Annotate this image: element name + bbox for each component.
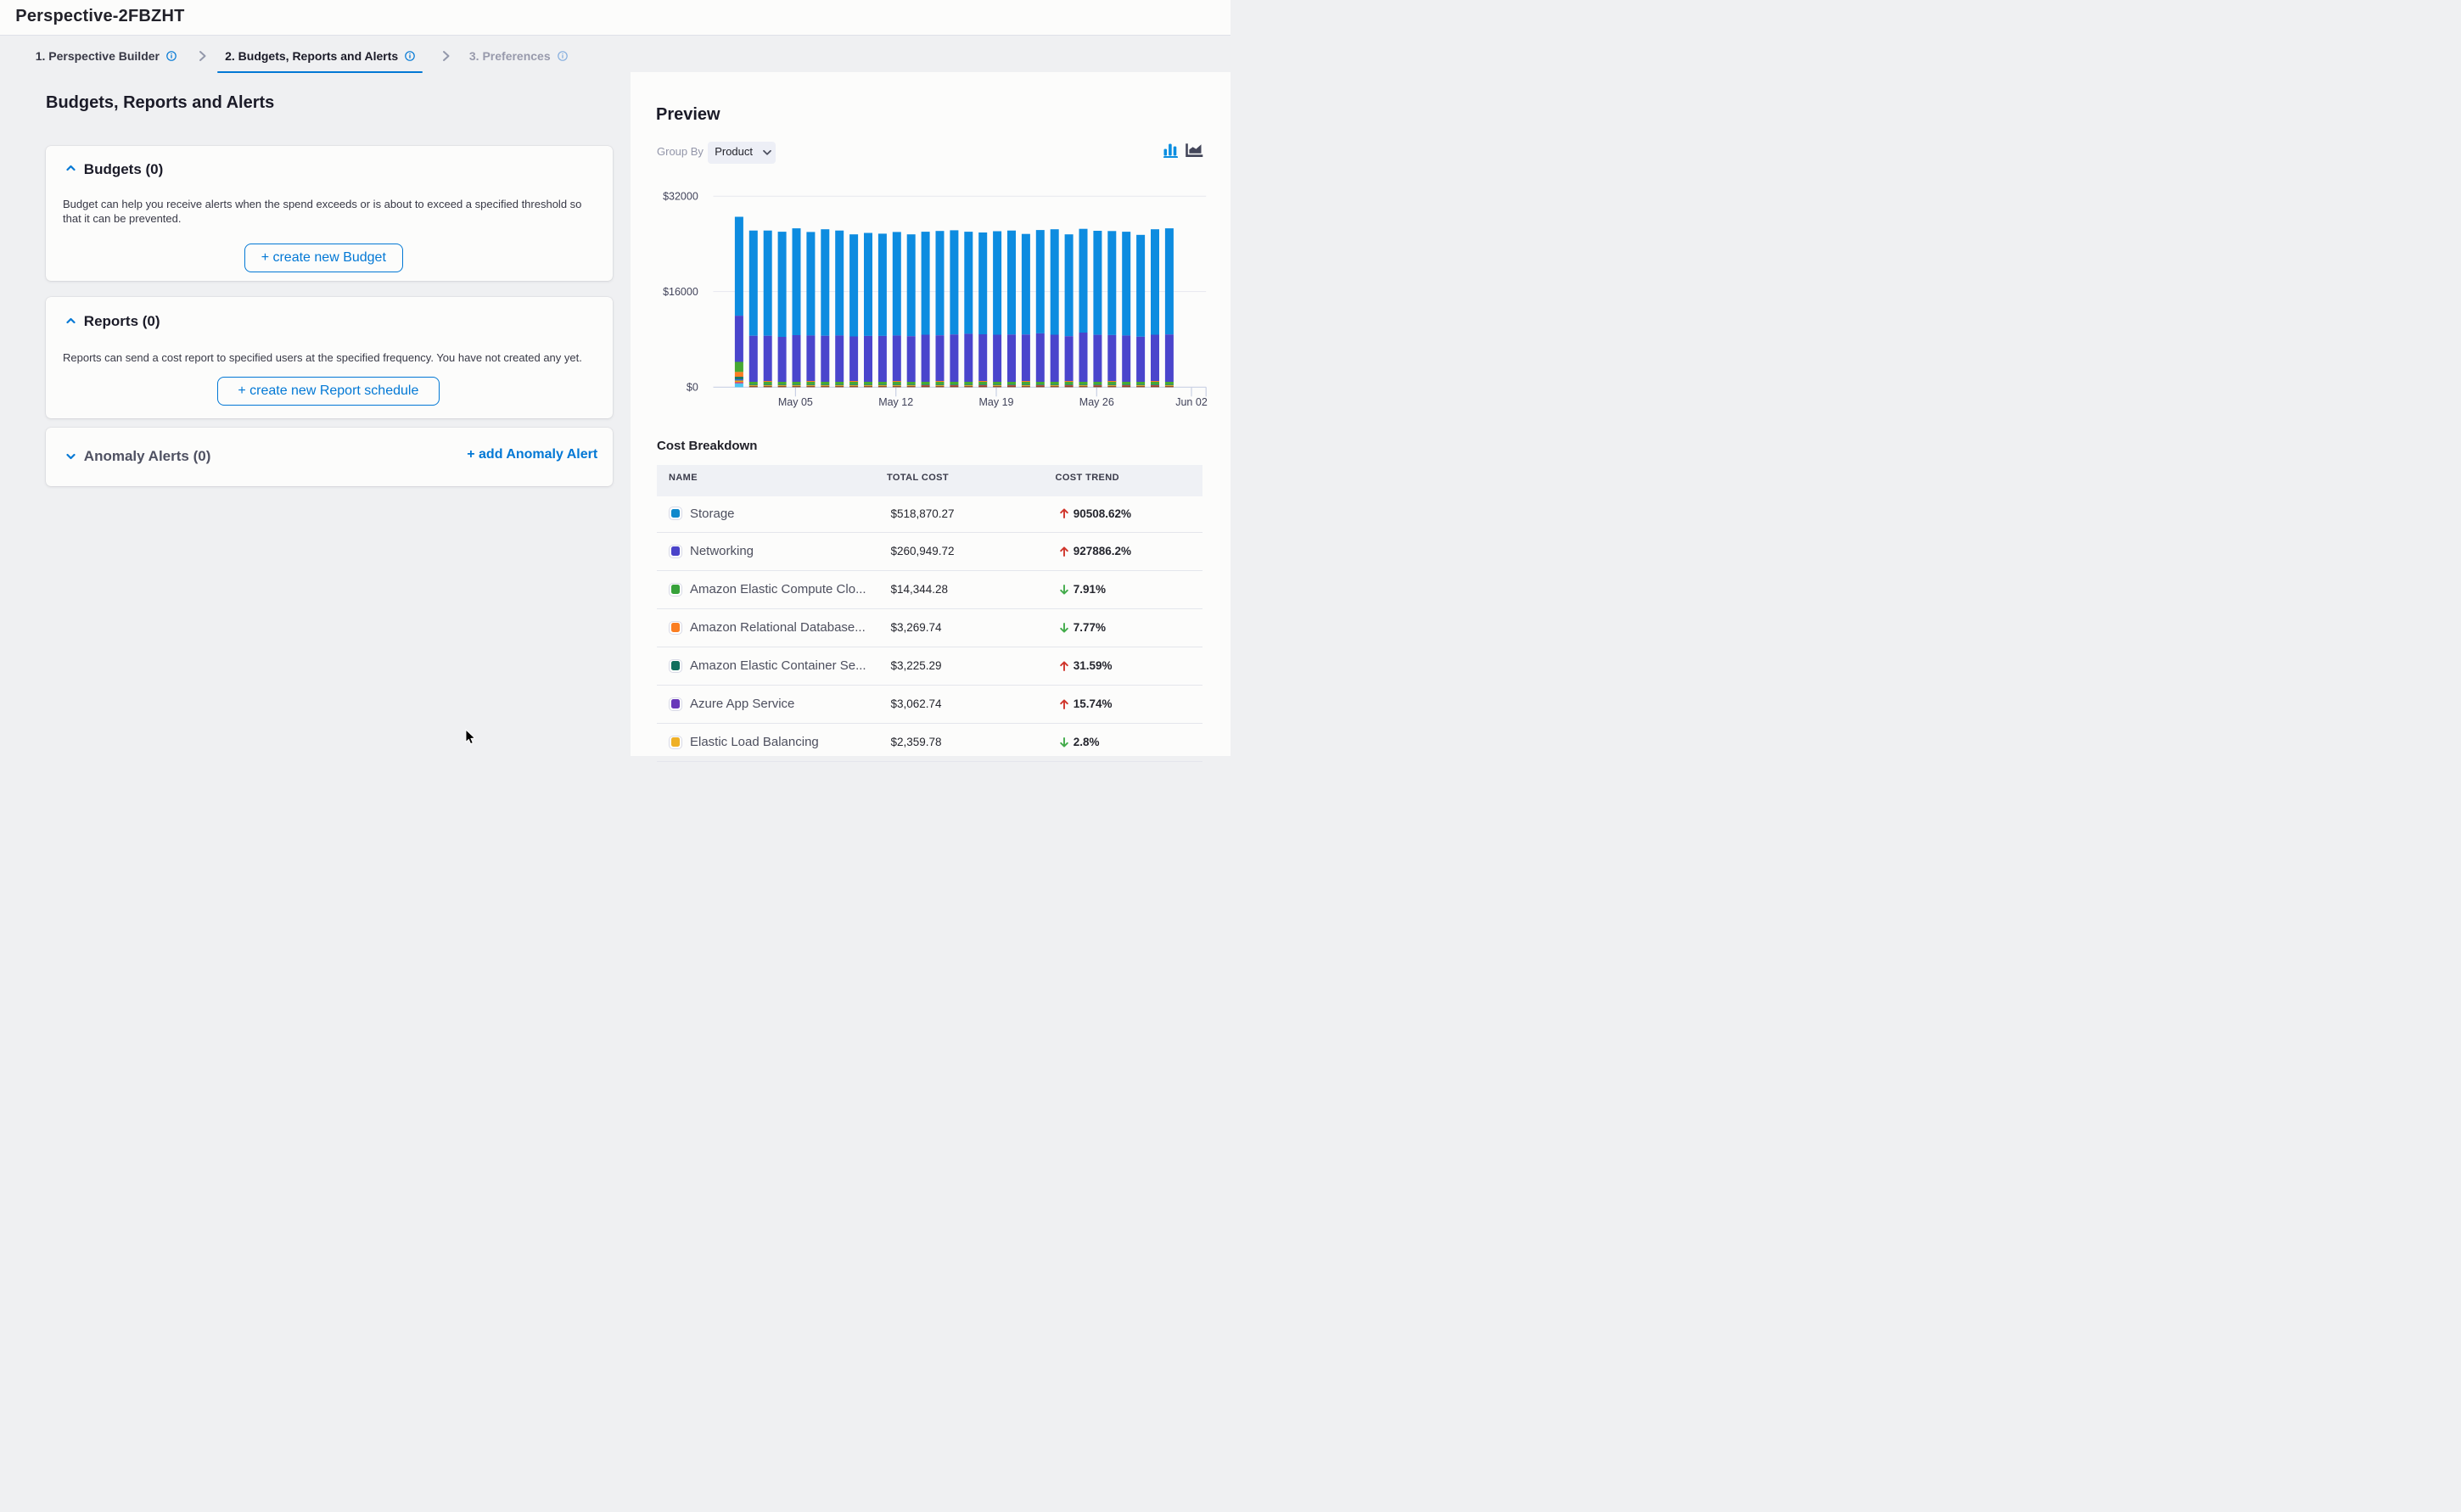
svg-text:May 26: May 26	[1079, 396, 1114, 408]
svg-text:$0: $0	[687, 382, 698, 394]
svg-text:May 05: May 05	[778, 396, 813, 408]
svg-text:$32000: $32000	[663, 191, 698, 203]
svg-text:May 19: May 19	[979, 396, 1014, 408]
svg-text:May 12: May 12	[878, 396, 913, 408]
svg-text:Jun 02: Jun 02	[1175, 396, 1208, 408]
svg-text:$16000: $16000	[663, 286, 698, 298]
